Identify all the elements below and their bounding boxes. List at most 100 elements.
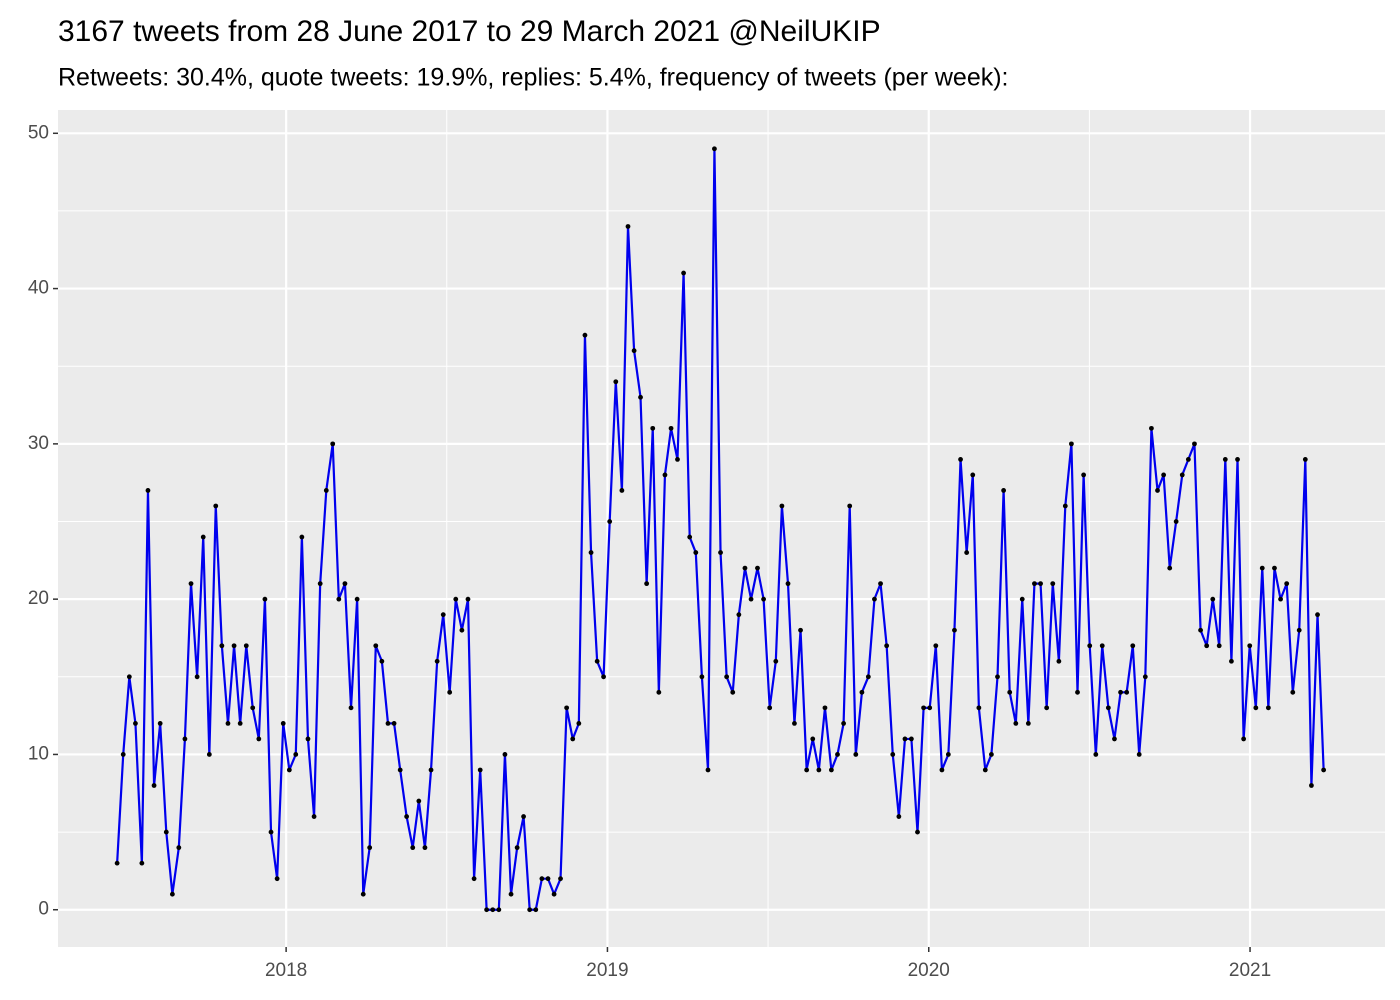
data-point [367, 845, 373, 851]
data-point [404, 814, 410, 819]
data-point [1167, 565, 1173, 571]
data-point [213, 503, 219, 509]
chart-title: 3167 tweets from 28 June 2017 to 29 Marc… [58, 15, 881, 48]
data-point [1204, 643, 1210, 649]
data-point [908, 736, 914, 742]
data-point [416, 798, 422, 804]
y-tick-label: 40 [28, 278, 49, 299]
data-point [1001, 488, 1007, 493]
data-point [182, 736, 188, 742]
data-point [724, 674, 730, 680]
data-point [453, 596, 459, 602]
data-point [348, 705, 354, 711]
data-point [126, 674, 132, 680]
data-point [447, 689, 453, 695]
data-point [1025, 720, 1031, 726]
data-point [927, 705, 933, 711]
data-point [915, 829, 920, 835]
data-point [250, 705, 256, 711]
data-point [139, 860, 145, 866]
data-point [1081, 472, 1087, 478]
data-point [280, 720, 286, 726]
data-point [1173, 519, 1179, 524]
data-point [533, 907, 539, 913]
data-point [779, 503, 785, 509]
data-point [890, 752, 896, 757]
x-tick-label: 2020 [908, 960, 950, 981]
data-point [1032, 581, 1037, 587]
data-point [237, 720, 243, 726]
data-point [675, 456, 680, 462]
data-point [828, 767, 834, 773]
data-point [440, 612, 446, 618]
data-point [477, 767, 483, 773]
data-point [730, 689, 736, 695]
x-tick-label: 2018 [265, 960, 307, 981]
data-point [225, 720, 231, 726]
data-point [699, 674, 705, 680]
data-point [1142, 674, 1148, 680]
data-point [1093, 752, 1099, 757]
data-point [490, 907, 496, 913]
data-point [625, 224, 631, 229]
data-point [718, 550, 723, 555]
data-point [323, 488, 329, 493]
data-point [872, 596, 877, 602]
data-point [988, 752, 994, 757]
data-point [638, 394, 643, 400]
data-point [656, 689, 662, 695]
y-tick-label: 50 [28, 122, 49, 143]
data-point [539, 876, 545, 882]
data-point [1149, 425, 1154, 431]
data-point [865, 674, 871, 680]
data-point [822, 705, 828, 711]
data-point [1099, 643, 1105, 649]
data-point [792, 720, 797, 726]
data-point [933, 643, 939, 649]
x-tick-label: 2019 [586, 960, 628, 981]
data-point [188, 581, 194, 587]
y-tick-label: 20 [28, 588, 49, 609]
y-tick-label: 30 [28, 433, 49, 454]
data-point [133, 720, 138, 726]
data-point [397, 767, 403, 773]
data-point [385, 720, 391, 726]
data-point [742, 565, 748, 571]
data-point [736, 612, 742, 618]
data-point [976, 705, 982, 711]
data-point [1309, 783, 1314, 788]
data-point [878, 581, 883, 587]
data-point [644, 581, 650, 587]
data-point [1302, 456, 1308, 462]
data-point [1321, 767, 1327, 773]
data-point [687, 534, 693, 540]
data-point [305, 736, 311, 742]
data-point [1161, 472, 1167, 478]
data-point [1050, 581, 1056, 587]
data-point [231, 643, 237, 649]
data-point [410, 845, 416, 851]
data-point [1216, 643, 1222, 649]
data-point [465, 596, 471, 602]
data-point [952, 627, 957, 633]
data-point [945, 752, 951, 757]
data-point [1185, 456, 1191, 462]
data-point [120, 752, 126, 757]
data-point [551, 891, 557, 897]
data-point [705, 767, 711, 773]
data-point [1315, 612, 1320, 618]
data-point [853, 752, 859, 757]
data-point [1284, 581, 1290, 587]
data-point [274, 876, 280, 882]
data-point [558, 876, 563, 882]
data-point [964, 550, 970, 555]
y-tick-label: 0 [38, 899, 49, 920]
data-point [902, 736, 908, 742]
data-point [939, 767, 945, 773]
data-point [835, 752, 840, 757]
data-point [958, 456, 963, 462]
data-point [1038, 581, 1043, 587]
data-point [761, 596, 766, 602]
data-point [299, 534, 305, 540]
data-point [982, 767, 988, 773]
